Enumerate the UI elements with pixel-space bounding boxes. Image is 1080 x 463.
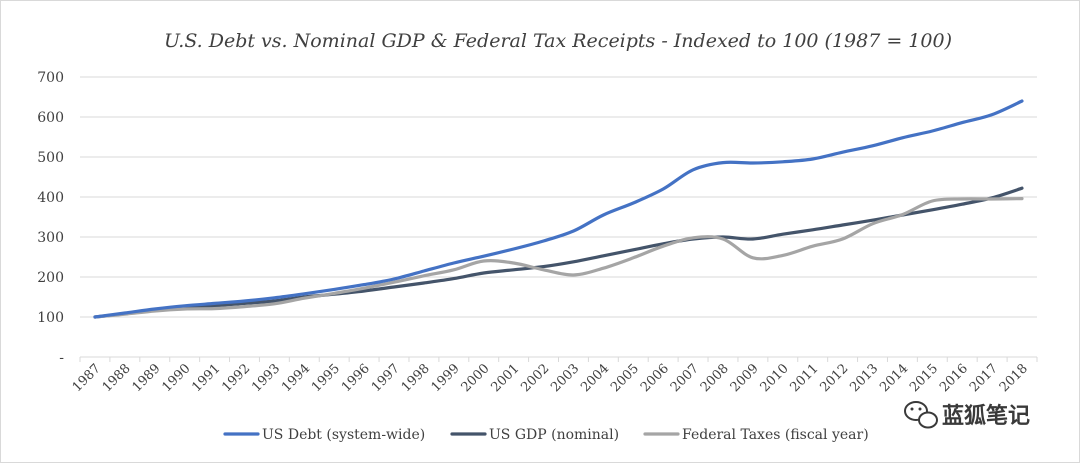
x-axis: 1987198819891990199119921993199419951996…	[70, 356, 1038, 395]
series-line-0	[93, 99, 1024, 319]
x-tick-label: 1991	[189, 361, 223, 395]
y-tick-label: 300	[37, 230, 64, 246]
x-tick-label: 1997	[369, 361, 403, 395]
legend: US Debt (system-wide) US GDP (nominal) Fed…	[223, 427, 869, 443]
x-tick-label: 2018	[997, 361, 1031, 395]
x-tick-label: 2002	[518, 361, 552, 395]
y-tick-label: 100	[37, 310, 64, 326]
wechat-icon	[904, 401, 938, 429]
y-tick-label: 200	[37, 270, 64, 286]
legend-label: US Debt (system-wide)	[262, 427, 425, 443]
series-line-1	[93, 186, 1024, 319]
x-tick-label: 2006	[638, 361, 672, 395]
x-tick-label: 2007	[668, 361, 702, 395]
watermark: 蓝狐笔记	[904, 401, 1030, 429]
y-tick-label: 400	[37, 190, 64, 206]
x-tick-label: 2011	[788, 361, 822, 395]
x-tick-label: 2013	[847, 361, 881, 395]
x-tick-label: 1993	[249, 361, 283, 395]
x-tick-label: 2004	[578, 361, 612, 395]
y-tick-label: 700	[37, 70, 64, 86]
legend-label: Federal Taxes (fiscal year)	[682, 427, 869, 443]
x-tick-label: 1990	[159, 361, 193, 395]
x-tick-label: 2001	[488, 361, 522, 395]
x-tick-label: 2003	[548, 361, 582, 395]
x-tick-label: 1992	[219, 361, 253, 395]
x-tick-label: 2015	[907, 361, 941, 395]
x-tick-label: 1999	[429, 361, 463, 395]
y-tick-label: 500	[37, 150, 64, 166]
series-line-2	[93, 197, 1024, 319]
x-tick-label: 2005	[608, 361, 642, 395]
y-tick-label: 600	[37, 110, 64, 126]
x-tick-label: 1987	[70, 361, 104, 395]
x-tick-label: 2017	[967, 361, 1001, 395]
chart-title: U.S. Debt vs. Nominal GDP & Federal Tax …	[164, 30, 952, 52]
x-tick-label: 2010	[758, 361, 792, 395]
y-axis-ticks: - 100 200 300 400 500 600 700	[37, 70, 64, 366]
x-tick-label: 2016	[937, 361, 971, 395]
x-tick-label: 1994	[279, 361, 313, 395]
x-tick-label: 1988	[100, 361, 134, 395]
watermark-text: 蓝狐笔记	[942, 403, 1030, 429]
series-lines	[93, 99, 1024, 319]
legend-label: US GDP (nominal)	[489, 427, 619, 443]
gridlines	[80, 76, 1037, 318]
x-tick-label: 1989	[130, 361, 164, 395]
x-tick-label: 2008	[698, 361, 732, 395]
x-tick-label: 1996	[339, 361, 373, 395]
x-tick-label: 1995	[309, 361, 343, 395]
x-tick-label: 2014	[877, 361, 911, 395]
x-tick-label: 2012	[817, 361, 851, 395]
x-tick-label: 1998	[399, 361, 433, 395]
x-tick-label: 2009	[728, 361, 762, 395]
y-tick-label: -	[59, 350, 64, 366]
x-tick-label: 2000	[459, 361, 493, 395]
